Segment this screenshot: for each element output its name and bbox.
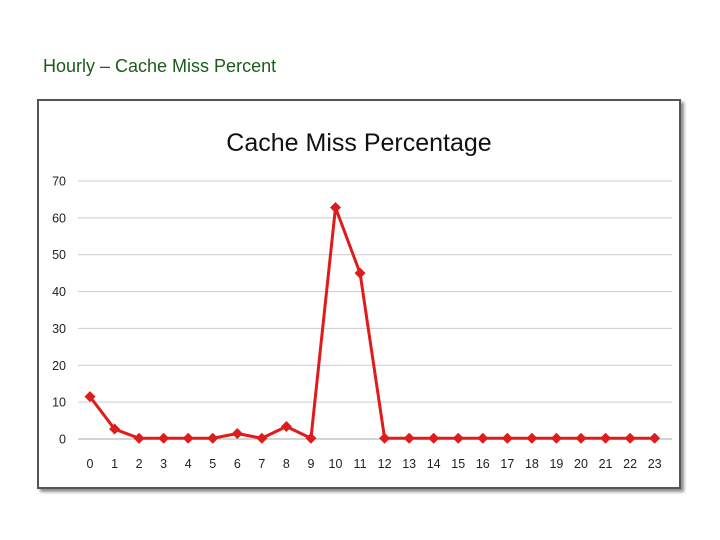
x-tick-label: 23 — [648, 457, 662, 471]
series-line — [88, 206, 655, 440]
x-tick-label: 6 — [234, 457, 241, 471]
data-point-hour-18 — [526, 432, 538, 444]
x-tick-label: 15 — [451, 457, 465, 471]
x-tick-label: 12 — [378, 457, 392, 471]
y-tick-label: 40 — [52, 285, 66, 299]
data-point-hour-5 — [207, 432, 219, 444]
x-tick-label: 13 — [402, 457, 416, 471]
data-point-hour-21 — [600, 432, 612, 444]
x-tick-label: 11 — [354, 457, 367, 471]
x-tick-label: 9 — [307, 457, 314, 471]
data-point-hour-8 — [280, 420, 292, 432]
data-point-hour-10 — [330, 202, 341, 214]
x-tick-label: 14 — [427, 457, 441, 471]
x-tick-label: 3 — [160, 457, 167, 471]
chart-title: Cache Miss Percentage — [226, 129, 491, 157]
x-axis-ticks: 0 1 2 3 4 5 6 7 8 9 10 11 12 13 14 15 16 17 18 19 20 21 22 23 — [87, 457, 662, 471]
y-tick-label: 60 — [52, 211, 66, 225]
gridlines — [78, 180, 672, 440]
series — [84, 202, 661, 444]
data-point-hour-16 — [477, 432, 489, 444]
data-point-hour-23 — [649, 432, 661, 444]
data-point-hour-6 — [231, 427, 243, 439]
chart-frame — [37, 99, 681, 489]
x-tick-label: 17 — [500, 457, 514, 471]
x-tick-label: 4 — [185, 457, 192, 471]
data-point-hour-12 — [379, 432, 391, 444]
y-axis-ticks: 0 10 20 30 40 50 60 70 — [52, 175, 66, 447]
x-tick-label: 7 — [258, 457, 265, 471]
data-point-hour-11 — [354, 267, 366, 279]
y-tick-label: 30 — [52, 322, 66, 336]
data-point-hour-1 — [109, 423, 121, 435]
x-tick-label: 18 — [525, 457, 539, 471]
x-tick-label: 5 — [209, 457, 216, 471]
data-point-hour-9 — [305, 432, 317, 444]
data-point-hour-20 — [575, 432, 587, 444]
y-tick-label: 70 — [52, 175, 66, 189]
data-point-hour-4 — [182, 432, 194, 444]
data-point-hour-0 — [84, 391, 96, 403]
y-tick-label: 0 — [59, 433, 66, 447]
x-tick-label: 2 — [136, 457, 143, 471]
data-point-hour-14 — [428, 432, 440, 444]
x-tick-label: 21 — [599, 457, 613, 471]
data-point-hour-17 — [501, 432, 513, 444]
y-tick-label: 10 — [52, 396, 66, 410]
data-point-hour-2 — [133, 432, 145, 444]
data-point-hour-22 — [624, 432, 636, 444]
x-tick-label: 1 — [111, 457, 118, 471]
x-tick-label: 8 — [283, 457, 290, 471]
data-point-hour-19 — [550, 432, 562, 444]
x-tick-label: 10 — [329, 457, 343, 471]
x-tick-label: 0 — [87, 457, 94, 471]
y-tick-label: 50 — [52, 248, 66, 262]
x-tick-label: 20 — [574, 457, 588, 471]
x-tick-label: 22 — [623, 457, 637, 471]
slide-title: Hourly – Cache Miss Percent — [43, 56, 277, 76]
x-tick-label: 19 — [549, 457, 563, 471]
x-tick-label: 16 — [476, 457, 490, 471]
data-point-hour-13 — [403, 432, 415, 444]
data-point-hour-7 — [256, 432, 268, 444]
data-point-hour-3 — [158, 432, 170, 444]
y-tick-label: 20 — [52, 359, 66, 373]
data-point-hour-15 — [452, 432, 464, 444]
